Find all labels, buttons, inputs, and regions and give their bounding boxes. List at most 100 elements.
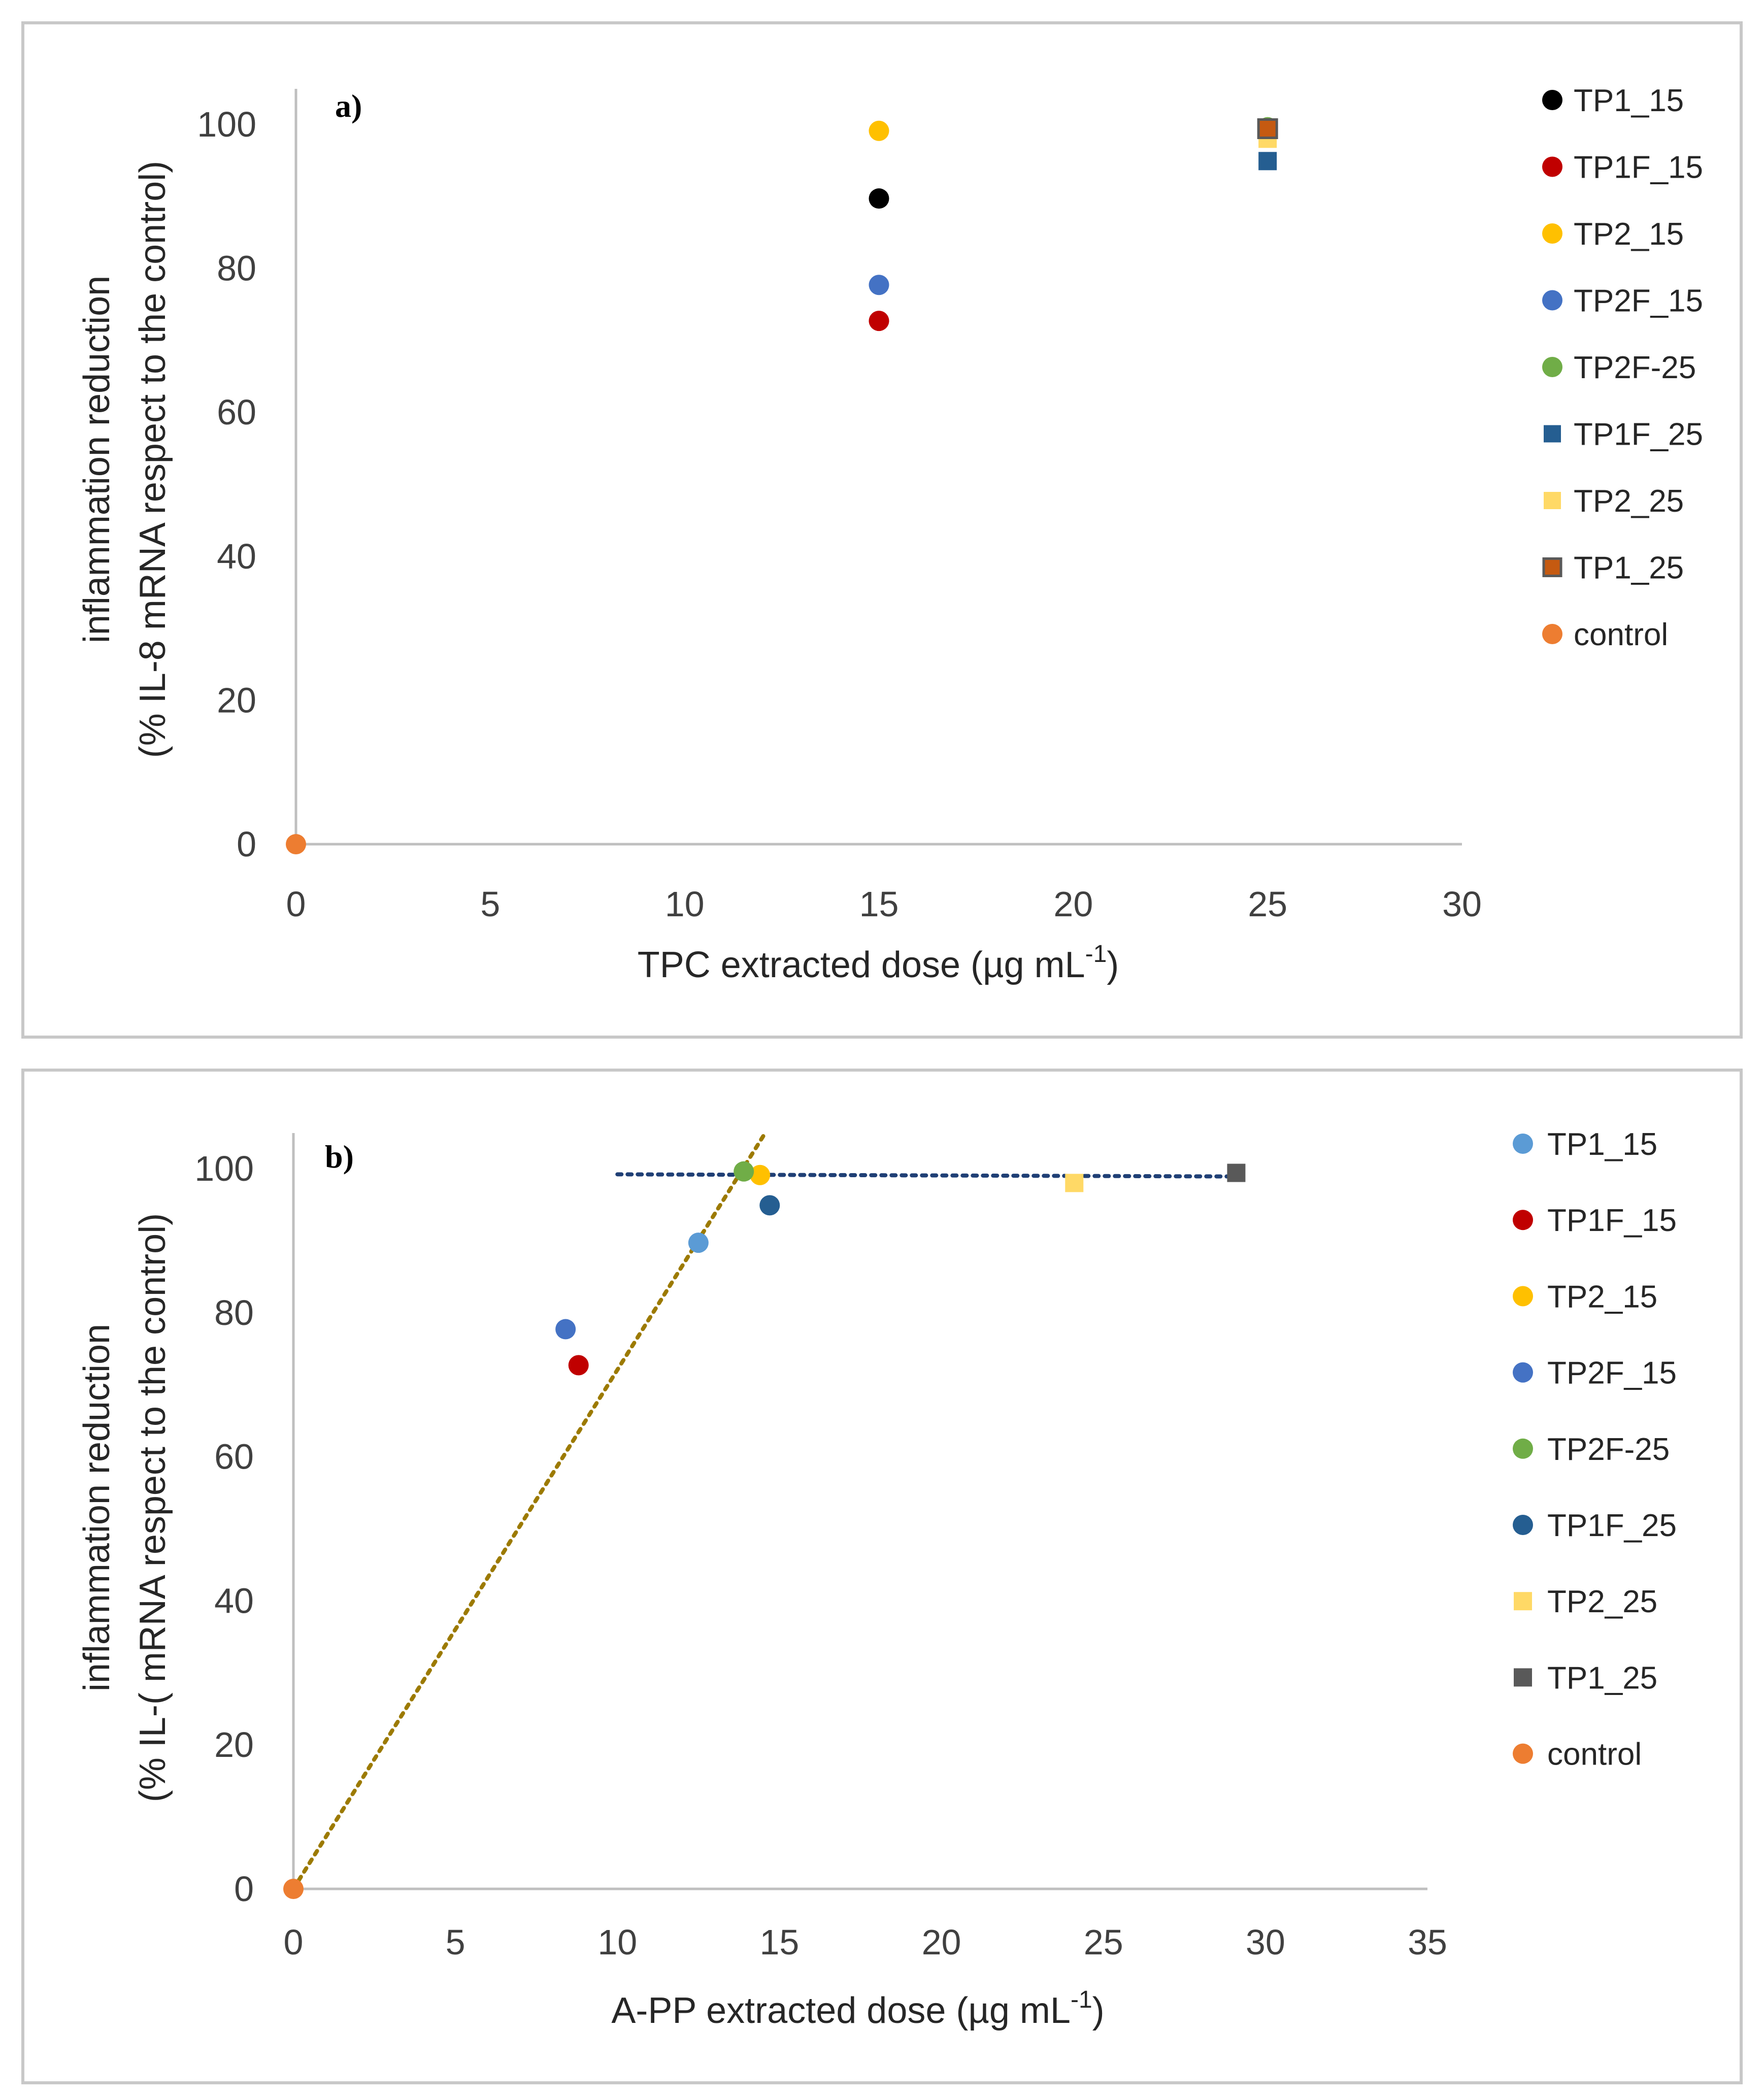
legend-marker-tp1-15 <box>1513 1134 1533 1154</box>
y-tick-label: 0 <box>237 824 256 864</box>
data-point-tp2-15 <box>750 1165 771 1185</box>
legend-label-tp1f-25: TP1F_25 <box>1547 1508 1677 1543</box>
x-tick-label: 0 <box>286 884 306 924</box>
legend-marker-control <box>1542 624 1562 644</box>
x-tick-label: 0 <box>284 1922 304 1962</box>
data-point-tp2-15 <box>869 120 889 141</box>
legend-label-tp2f-15: TP2F_15 <box>1547 1356 1677 1391</box>
x-tick-label: 15 <box>759 1922 799 1962</box>
data-point-tp1-25 <box>1257 118 1278 140</box>
legend-label-tp2-25: TP2_25 <box>1547 1584 1657 1619</box>
legend: TP1_15 TP1F_15 TP2_15 TP2F_15 TP2F-25 TP1F_25… <box>1542 83 1703 652</box>
y-tick-label: 0 <box>234 1869 254 1909</box>
x-tick-label: 20 <box>922 1922 961 1962</box>
legend-label-tp1f-25: TP1F_25 <box>1574 417 1703 452</box>
chart-panel-a: a) inflammation reduction (% IL-8 mRNA r… <box>21 21 1743 1039</box>
legend-marker-tp1f-15 <box>1542 156 1562 177</box>
legend: TP1_15 TP1F_15 TP2_15 TP2F_15 TP2F-25 TP1F_25… <box>1513 1127 1677 1772</box>
legend-label-tp2f-15: TP2F_15 <box>1574 284 1703 319</box>
data-points <box>286 117 1278 854</box>
trendlines <box>291 1134 1239 1891</box>
data-point-tp2-25 <box>1065 1174 1084 1192</box>
x-tick-label: 30 <box>1442 884 1482 924</box>
legend-marker-control <box>1513 1743 1533 1764</box>
panel-b-frame <box>21 1069 1743 2084</box>
y-tick-label: 80 <box>214 1293 254 1333</box>
data-point-tp1-15 <box>869 188 889 209</box>
legend-marker-tp2f-15 <box>1513 1362 1533 1383</box>
x-tick-label: 20 <box>1053 884 1093 924</box>
y-axis-title: inflammation reduction (% IL-8 mRNA resp… <box>77 161 173 758</box>
y-axis-title-line1: inflammation reduction <box>77 276 117 643</box>
legend-label-tp1f-15: TP1F_15 <box>1574 150 1703 185</box>
legend-marker-tp1-25 <box>1514 1668 1532 1687</box>
x-tick-label: 10 <box>665 884 705 924</box>
legend-marker-tp2f-25 <box>1513 1438 1533 1459</box>
x-tick-label: 10 <box>597 1922 637 1962</box>
legend-marker-tp1f-25 <box>1544 425 1561 443</box>
legend-marker-tp1f-15 <box>1513 1210 1533 1230</box>
data-point-tp2f-15 <box>869 275 889 295</box>
data-point-tp1-25 <box>1227 1163 1246 1182</box>
data-point-tp1f-15 <box>869 311 889 331</box>
legend-marker-tp2f-15 <box>1542 290 1562 311</box>
x-axis-title-end: ) <box>1092 1990 1105 2031</box>
y-axis-title-line2: (% IL-( mRNA respect to the control) <box>132 1213 173 1802</box>
x-axis-title-sup: -1 <box>1085 941 1107 968</box>
legend-label-tp2f-25: TP2F-25 <box>1547 1432 1670 1467</box>
y-tick-labels: 0 20 40 60 80 100 <box>197 105 256 864</box>
y-tick-label: 40 <box>214 1581 254 1620</box>
legend-marker-tp2-25 <box>1544 492 1561 509</box>
legend-label-tp2f-25: TP2F-25 <box>1574 350 1696 385</box>
x-tick-label: 25 <box>1084 1922 1123 1962</box>
trendline-1 <box>291 1134 765 1891</box>
data-point-tp1f-25 <box>759 1195 780 1216</box>
data-point-tp2f-25 <box>734 1161 754 1182</box>
x-tick-label: 15 <box>859 884 899 924</box>
legend-label-tp2-15: TP2_15 <box>1574 217 1684 252</box>
axes <box>292 1133 1427 1890</box>
x-tick-label: 35 <box>1408 1922 1447 1962</box>
legend-label-control: control <box>1547 1737 1642 1772</box>
legend-marker-tp1-25 <box>1542 557 1562 577</box>
x-tick-label: 5 <box>480 884 500 924</box>
legend-label-tp1-15: TP1_15 <box>1574 83 1684 118</box>
legend-label-tp1-25: TP1_25 <box>1574 551 1684 586</box>
x-tick-labels: 0 5 10 15 20 25 30 35 <box>284 1922 1447 1962</box>
legend-marker-tp1-15 <box>1542 90 1562 110</box>
x-axis-title-end: ) <box>1107 945 1119 985</box>
x-axis-title-main: TPC extracted dose (µg mL <box>638 945 1085 985</box>
x-tick-label: 5 <box>446 1922 465 1962</box>
x-axis-title: A-PP extracted dose (µg mL-1) <box>611 1986 1104 2031</box>
data-point-tp1f-25 <box>1258 152 1277 171</box>
data-point-control <box>286 834 306 854</box>
x-tick-label: 30 <box>1246 1922 1285 1962</box>
y-tick-label: 60 <box>214 1437 254 1477</box>
legend-label-tp1-25: TP1_25 <box>1547 1660 1657 1695</box>
data-point-tp1-15 <box>688 1233 709 1253</box>
x-tick-labels: 0 5 10 15 20 25 30 <box>286 884 1482 924</box>
x-axis-title: TPC extracted dose (µg mL-1) <box>638 941 1119 985</box>
legend-label-control: control <box>1574 617 1668 652</box>
y-axis-title-line2: (% IL-8 mRNA respect to the control) <box>132 161 173 758</box>
y-axis-title-line1: inflammation reduction <box>77 1324 117 1691</box>
panel-a-label: a) <box>335 88 362 124</box>
y-tick-label: 40 <box>217 537 256 576</box>
legend-label-tp2-25: TP2_25 <box>1574 484 1684 519</box>
data-points <box>283 1161 1246 1899</box>
y-tick-label: 20 <box>214 1725 254 1765</box>
legend-label-tp1-15: TP1_15 <box>1547 1127 1657 1162</box>
legend-label-tp2-15: TP2_15 <box>1547 1279 1657 1314</box>
y-tick-label: 20 <box>217 680 256 720</box>
legend-marker-tp2-15 <box>1542 223 1562 244</box>
legend-marker-tp2-15 <box>1513 1286 1533 1307</box>
data-point-tp1f-15 <box>568 1355 589 1376</box>
legend-marker-tp2f-25 <box>1542 357 1562 377</box>
x-axis-title-main: A-PP extracted dose (µg mL <box>611 1990 1071 2031</box>
y-tick-label: 100 <box>194 1149 254 1188</box>
x-axis-title-sup: -1 <box>1071 1986 1092 2013</box>
legend-marker-tp1f-25 <box>1513 1515 1533 1535</box>
panel-b-label: b) <box>325 1139 354 1175</box>
y-axis-title: inflammation reduction (% IL-( mRNA resp… <box>77 1213 173 1802</box>
axes <box>294 89 1462 846</box>
